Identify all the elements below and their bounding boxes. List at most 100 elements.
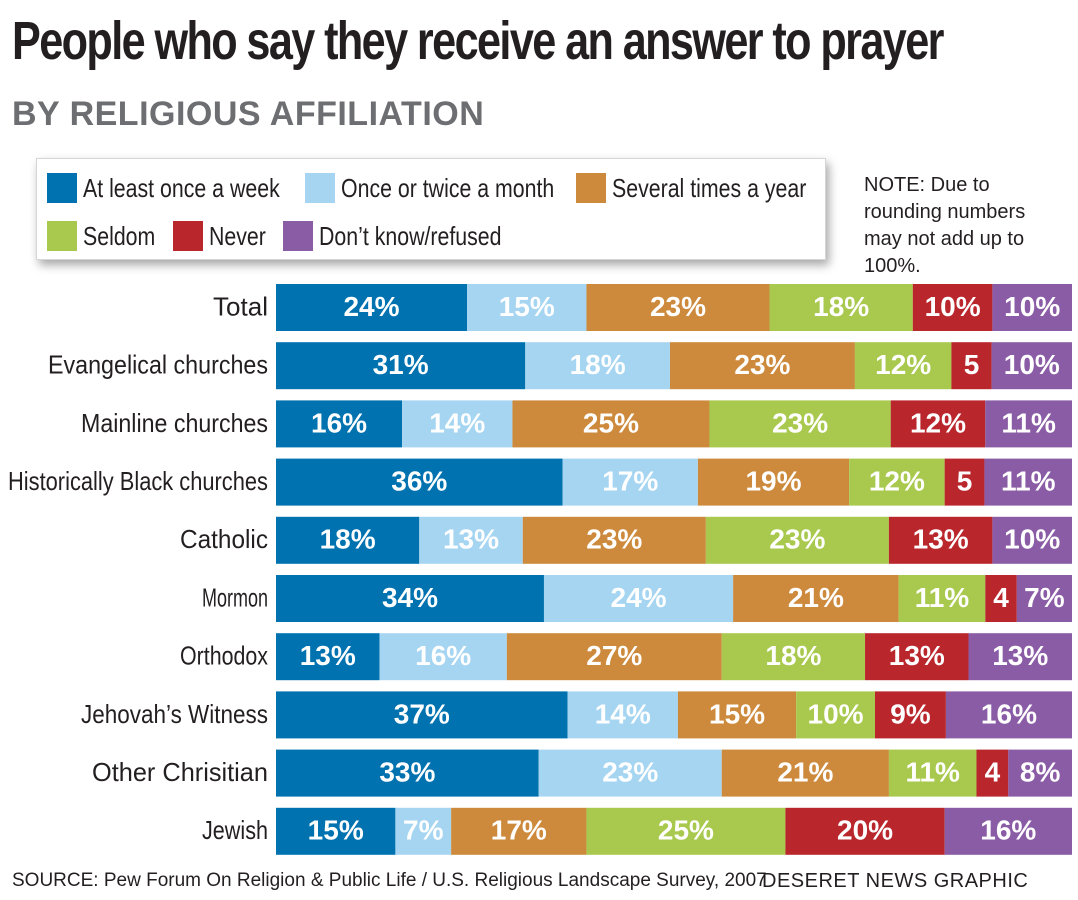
bar-segment-catholic-never — [888, 516, 993, 564]
data-label-jehovah-s-witness-at-least-once-a-week: 37% — [394, 698, 450, 729]
legend-swatch-seldom — [47, 221, 77, 251]
data-label-other-chrisitian-seldom: 11% — [905, 756, 960, 787]
legend-swatch-dont-know — [283, 221, 313, 251]
bar-segment-orthodox-seldom — [721, 633, 866, 681]
legend-label-yearly: Several times a year — [612, 173, 807, 203]
data-label-historically-black-churches-several-times-a-year: 19% — [745, 465, 801, 496]
bar-segment-catholic-at-least-once-a-week — [276, 516, 420, 564]
bar-segment-mainline-churches-at-least-once-a-week — [276, 400, 403, 448]
bar-segment-orthodox-several-times-a-year — [506, 633, 722, 681]
bar-segment-evangelical-churches-several-times-a-year — [669, 342, 855, 390]
data-label-mormon-once-or-twice-a-month: 24% — [611, 582, 667, 613]
bar-segment-evangelical-churches-seldom — [854, 342, 952, 390]
bar-segment-historically-black-churches-seldom — [849, 458, 945, 506]
legend-swatch-weekly — [47, 173, 77, 203]
data-label-other-chrisitian-never: 4 — [985, 756, 1001, 787]
bar-segment-mormon-don-t-know-refused — [1016, 575, 1072, 622]
category-label-orthodox: Orthodox — [180, 641, 268, 671]
legend-item-dont-know: Don’t know/refused — [283, 220, 542, 252]
bar-segment-jewish-seldom — [586, 807, 786, 855]
data-label-evangelical-churches-never: 5 — [964, 349, 980, 380]
legend-item-yearly: Several times a year — [576, 172, 849, 204]
data-label-historically-black-churches-at-least-once-a-week: 36% — [391, 465, 447, 496]
legend-label-seldom: Seldom — [83, 221, 156, 251]
data-label-jewish-at-least-once-a-week: 15% — [308, 815, 364, 846]
bar-segment-mormon-never — [985, 575, 1017, 622]
bar-segment-catholic-several-times-a-year — [522, 516, 706, 564]
bar-segment-jewish-don-t-know-refused — [944, 807, 1072, 855]
legend-label-dont-know: Don’t know/refused — [319, 221, 502, 251]
data-label-jehovah-s-witness-never: 9% — [890, 698, 931, 729]
category-label-mormon: Mormon — [202, 582, 268, 612]
category-label-jewish: Jewish — [202, 815, 268, 845]
data-label-total-several-times-a-year: 23% — [650, 291, 706, 322]
bar-segment-jehovah-s-witness-seldom — [796, 691, 875, 739]
bar-segment-other-chrisitian-once-or-twice-a-month — [538, 749, 722, 797]
legend-item-seldom: Seldom — [47, 220, 171, 252]
bar-segment-mainline-churches-once-or-twice-a-month — [402, 400, 513, 448]
graphic-credit: DESERET NEWS GRAPHIC — [762, 870, 1029, 892]
bar-segment-orthodox-don-t-know-refused — [968, 633, 1072, 681]
category-label-jehovah-s-witness: Jehovah’s Witness — [81, 699, 268, 729]
data-label-total-once-or-twice-a-month: 15% — [499, 291, 555, 322]
bar-segment-jehovah-s-witness-never — [874, 691, 946, 739]
bar-segment-jehovah-s-witness-once-or-twice-a-month — [567, 691, 678, 739]
data-label-total-at-least-once-a-week: 24% — [343, 291, 399, 322]
data-label-mainline-churches-seldom: 23% — [772, 407, 828, 438]
bar-segment-mormon-once-or-twice-a-month — [543, 575, 734, 622]
data-label-evangelical-churches-seldom: 12% — [875, 349, 931, 380]
bar-segment-evangelical-churches-once-or-twice-a-month — [525, 342, 670, 390]
chart-title: People who say they receive an answer to… — [12, 11, 944, 71]
data-label-catholic-don-t-know-refused: 10% — [1004, 524, 1060, 555]
data-label-jewish-never: 20% — [837, 815, 893, 846]
data-label-catholic-seldom: 23% — [769, 524, 825, 555]
bar-segment-total-never — [912, 284, 993, 331]
bar-segment-mainline-churches-don-t-know-refused — [985, 400, 1072, 448]
data-label-mainline-churches-at-least-once-a-week: 16% — [311, 407, 367, 438]
bar-segment-total-seldom — [769, 284, 913, 331]
bar-segment-catholic-don-t-know-refused — [992, 516, 1072, 564]
data-label-mormon-seldom: 11% — [915, 582, 970, 613]
data-label-jewish-several-times-a-year: 17% — [491, 815, 547, 846]
bar-segment-historically-black-churches-never — [944, 458, 985, 506]
data-label-orthodox-don-t-know-refused: 13% — [992, 640, 1048, 671]
bar-segment-jewish-never — [785, 807, 945, 855]
data-label-jewish-don-t-know-refused: 16% — [980, 815, 1036, 846]
data-label-mormon-at-least-once-a-week: 34% — [382, 582, 438, 613]
chart-subtitle: BY RELIGIOUS AFFILIATION — [12, 95, 485, 133]
bar-segment-orthodox-never — [865, 633, 969, 681]
data-label-mainline-churches-never: 12% — [910, 407, 966, 438]
legend-item-weekly: At least once a week — [47, 172, 323, 204]
bar-segment-other-chrisitian-at-least-once-a-week — [276, 749, 539, 797]
category-label-historically-black-churches: Historically Black churches — [8, 466, 268, 496]
bar-segment-mainline-churches-never — [890, 400, 986, 448]
bar-segment-total-at-least-once-a-week — [276, 284, 468, 331]
data-label-catholic-at-least-once-a-week: 18% — [320, 524, 376, 555]
bar-segment-catholic-seldom — [705, 516, 889, 564]
legend-swatch-never — [173, 221, 203, 251]
category-label-catholic: Catholic — [180, 524, 268, 554]
data-label-orthodox-seldom: 18% — [765, 640, 821, 671]
category-label-total: Total — [213, 291, 268, 321]
data-label-orthodox-at-least-once-a-week: 13% — [300, 640, 356, 671]
bar-segment-mainline-churches-seldom — [709, 400, 891, 448]
bar-segment-evangelical-churches-at-least-once-a-week — [276, 342, 526, 390]
data-label-other-chrisitian-several-times-a-year: 21% — [777, 756, 833, 787]
data-label-other-chrisitian-don-t-know-refused: 8% — [1020, 756, 1061, 787]
bar-segment-other-chrisitian-don-t-know-refused — [1008, 749, 1072, 797]
bar-segment-total-once-or-twice-a-month — [467, 284, 587, 331]
bar-segment-historically-black-churches-at-least-once-a-week — [276, 458, 563, 506]
data-label-total-never: 10% — [925, 291, 981, 322]
legend-item-monthly: Once or twice a month — [305, 172, 601, 204]
data-label-catholic-once-or-twice-a-month: 13% — [443, 524, 499, 555]
data-label-historically-black-churches-seldom: 12% — [869, 465, 925, 496]
legend-label-monthly: Once or twice a month — [341, 173, 555, 203]
data-label-jewish-once-or-twice-a-month: 7% — [403, 815, 444, 846]
category-label-evangelical-churches: Evangelical churches — [48, 350, 268, 380]
bar-segment-mormon-several-times-a-year — [733, 575, 899, 622]
legend-swatch-monthly — [305, 173, 335, 203]
data-label-evangelical-churches-at-least-once-a-week: 31% — [373, 349, 429, 380]
data-label-evangelical-churches-once-or-twice-a-month: 18% — [570, 349, 626, 380]
bar-segment-historically-black-churches-several-times-a-year — [697, 458, 850, 506]
data-label-mainline-churches-several-times-a-year: 25% — [583, 407, 639, 438]
